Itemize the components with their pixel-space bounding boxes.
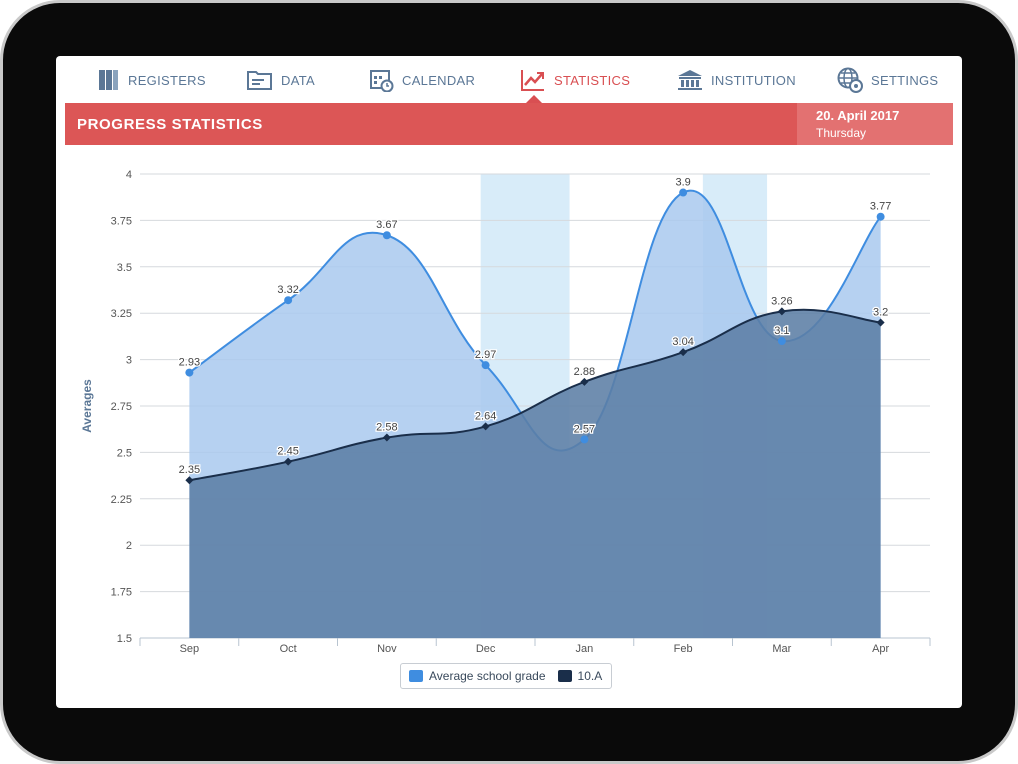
books-icon <box>99 70 118 90</box>
data-point-series2 <box>382 433 391 442</box>
data-point-series1 <box>481 361 490 370</box>
data-point-series2 <box>777 307 786 316</box>
trend-chart-icon <box>521 70 544 91</box>
y-tick-label: 1.75 <box>111 587 132 599</box>
current-date: 20. April 2017 <box>816 108 900 123</box>
x-tick-label: Nov <box>377 643 397 655</box>
y-tick-label: 3.25 <box>111 308 132 320</box>
y-axis-title: Averages <box>80 379 94 433</box>
data-point-series1 <box>679 188 688 197</box>
y-tick-label: 3.5 <box>117 262 132 274</box>
x-tick-label: Sep <box>180 643 200 655</box>
nav-label-calendar: CALENDAR <box>402 72 476 88</box>
y-tick-label: 2.75 <box>111 401 132 413</box>
nav-item-data[interactable]: DATA <box>247 66 315 94</box>
data-label-series2: 2.45 <box>277 446 298 458</box>
data-point-series1 <box>284 296 293 305</box>
folder-icon <box>247 71 272 90</box>
series-line-2 <box>189 308 881 482</box>
active-tab-indicator <box>526 95 542 103</box>
current-weekday: Thursday <box>816 126 867 140</box>
x-tick-label: Jan <box>576 643 594 655</box>
nav-item-settings[interactable]: SETTINGS <box>837 66 938 94</box>
data-label-series2: 2.58 <box>376 422 397 434</box>
data-label-series2: 3.04 <box>672 336 693 348</box>
chart-legend: Average school grade 10.A <box>400 663 612 689</box>
y-tick-label: 2 <box>126 540 132 552</box>
data-label-series1: 2.57 <box>574 423 595 435</box>
data-label-series2: 3.26 <box>771 295 792 307</box>
nav-label-settings: SETTINGS <box>871 72 939 88</box>
nav-item-registers[interactable]: REGISTERS <box>98 66 206 94</box>
legend-item-average-school-grade[interactable]: Average school grade <box>409 669 546 683</box>
data-label-series1: 3.32 <box>277 284 298 296</box>
app-screen: REGISTERS DATA CALENDAR <box>56 56 962 708</box>
y-tick-label: 3.75 <box>111 215 132 227</box>
data-point-series2 <box>185 476 194 485</box>
legend-label-series1: Average school grade <box>429 669 546 683</box>
nav-item-institution[interactable]: INSTITUTION <box>677 66 796 94</box>
data-label-series2: 2.35 <box>179 464 200 476</box>
x-tick-label: Mar <box>772 643 791 655</box>
progress-chart: 1.5 1.75 2 2.25 2.5 2.75 3 3.25 3.5 3.75 4 Averages… <box>80 169 931 655</box>
page-title: PROGRESS STATISTICS <box>77 116 263 133</box>
calendar-icon <box>370 70 394 92</box>
data-point-series2 <box>481 422 490 431</box>
nav-label-registers: REGISTERS <box>128 72 206 88</box>
data-point-series1 <box>185 368 194 377</box>
y-tick-label: 2.5 <box>117 447 132 459</box>
y-tick-label: 1.5 <box>117 633 132 645</box>
top-navigation: REGISTERS DATA CALENDAR <box>56 56 962 104</box>
legend-item-10a[interactable]: 10.A <box>557 669 603 683</box>
nav-label-institution: INSTITUTION <box>711 72 796 88</box>
building-icon <box>678 70 702 90</box>
legend-swatch-series1 <box>409 670 423 682</box>
data-label-series1: 3.1 <box>774 325 789 337</box>
data-point-series2 <box>876 318 885 327</box>
y-tick-label: 3 <box>126 355 132 367</box>
data-point-series1 <box>382 231 391 240</box>
data-point-series1 <box>580 435 589 444</box>
data-point-series1 <box>777 337 786 346</box>
data-point-series2 <box>580 377 589 386</box>
data-label-series1: 2.93 <box>179 357 200 369</box>
series-area-2 <box>189 309 881 638</box>
x-tick-label: Feb <box>674 643 693 655</box>
data-label-series2: 2.64 <box>475 410 496 422</box>
data-label-series1: 3.9 <box>675 177 690 189</box>
x-tick-label: Apr <box>872 643 889 655</box>
y-tick-label: 2.25 <box>111 494 132 506</box>
x-tick-label: Dec <box>476 643 496 655</box>
x-tick-label: Oct <box>280 643 297 655</box>
nav-item-statistics[interactable]: STATISTICS <box>520 66 630 94</box>
nav-item-calendar[interactable]: CALENDAR <box>370 66 475 94</box>
data-point-series2 <box>679 348 688 357</box>
data-label-series1: 3.67 <box>376 219 397 231</box>
globe-gear-icon <box>837 67 863 93</box>
nav-label-statistics: STATISTICS <box>554 72 631 88</box>
data-label-series2: 3.2 <box>873 306 888 318</box>
y-tick-label: 4 <box>126 169 132 181</box>
page-header: PROGRESS STATISTICS 20. April 2017 Thurs… <box>65 103 953 145</box>
data-point-series1 <box>876 212 885 221</box>
data-label-series1: 2.97 <box>475 349 496 361</box>
data-label-series1: 3.77 <box>870 201 891 213</box>
date-panel: 20. April 2017 Thursday <box>797 103 953 145</box>
legend-swatch-series2 <box>557 670 572 682</box>
data-label-series2: 2.88 <box>574 366 595 378</box>
nav-label-data: DATA <box>281 72 315 88</box>
legend-label-series2: 10.A <box>577 669 603 683</box>
data-point-series2 <box>284 457 293 466</box>
